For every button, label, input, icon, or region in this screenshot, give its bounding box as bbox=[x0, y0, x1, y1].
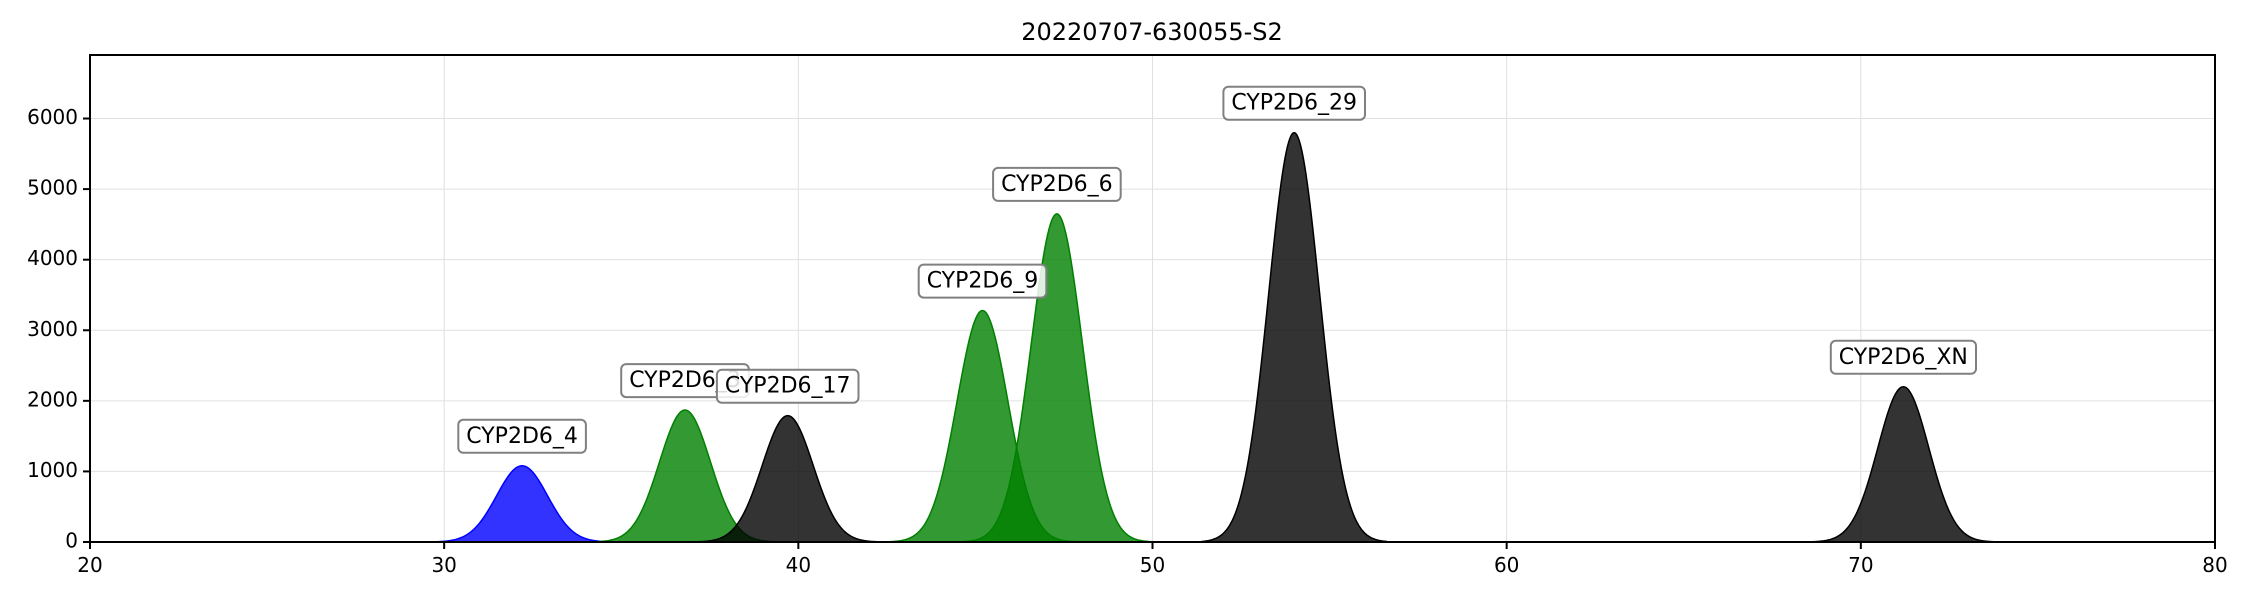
peak-label-box bbox=[1829, 339, 1978, 375]
grid bbox=[89, 55, 2216, 543]
peak-label-group: CYP2D6_6 bbox=[992, 166, 1122, 202]
chart-title: 20220707-630055-S2 bbox=[1021, 18, 1283, 46]
x-tick-label: 70 bbox=[1848, 553, 1873, 577]
peak-label: CYP2D6_4 bbox=[466, 424, 578, 449]
peak-label-box bbox=[715, 368, 860, 404]
x-tick-label: 20 bbox=[77, 553, 102, 577]
peak-label: CYP2D6_9 bbox=[927, 269, 1039, 294]
peak-label: CYP2D6_6 bbox=[1001, 172, 1113, 197]
peak-label-group: CYP2D6_XN bbox=[1829, 339, 1978, 375]
axes: 20 30 40 50 60 70 80 0 1000 2000 3000 4000 5000 6000 bbox=[27, 54, 2228, 577]
peak-label-group: CYP2D6_29 bbox=[1222, 85, 1367, 121]
peak-area bbox=[964, 213, 1150, 543]
x-tick-label: 80 bbox=[2202, 553, 2227, 577]
y-tick-label: 4000 bbox=[27, 246, 78, 270]
x-tick-label: 50 bbox=[1140, 553, 1165, 577]
peak-label: CYP2D6_29 bbox=[1231, 91, 1357, 116]
peak-label: CYP2D6_17 bbox=[725, 374, 851, 399]
x-tick-label: 60 bbox=[1494, 553, 1519, 577]
peak-label-box bbox=[1222, 85, 1367, 121]
y-tick-label: 0 bbox=[65, 529, 78, 553]
peak-area bbox=[695, 414, 881, 543]
peaks bbox=[429, 131, 1996, 543]
x-tick-label: 40 bbox=[786, 553, 811, 577]
y-tick-label: 6000 bbox=[27, 105, 78, 129]
peak-label-box bbox=[917, 263, 1048, 299]
peak-area bbox=[1201, 131, 1387, 543]
y-tick-label: 1000 bbox=[27, 458, 78, 482]
peak-area bbox=[429, 465, 615, 543]
peak-label-group: CYP2D6_9 bbox=[917, 263, 1048, 299]
y-tick-label: 2000 bbox=[27, 387, 78, 411]
x-tick-label: 30 bbox=[431, 553, 456, 577]
peak-label-box bbox=[457, 418, 587, 454]
peak-label-group: CYP2D6_17 bbox=[715, 368, 860, 404]
peak-labels: CYP2D6_4CYP2D6_3CYP2D6_17CYP2D6_9CYP2D6_… bbox=[457, 85, 1978, 454]
peak-label-box bbox=[992, 166, 1122, 202]
peak-label: CYP2D6_XN bbox=[1839, 345, 1968, 370]
y-tick-label: 3000 bbox=[27, 317, 78, 341]
y-tick-label: 5000 bbox=[27, 176, 78, 200]
peak-area bbox=[1810, 385, 1996, 543]
peak-label-group: CYP2D6_4 bbox=[457, 418, 587, 454]
